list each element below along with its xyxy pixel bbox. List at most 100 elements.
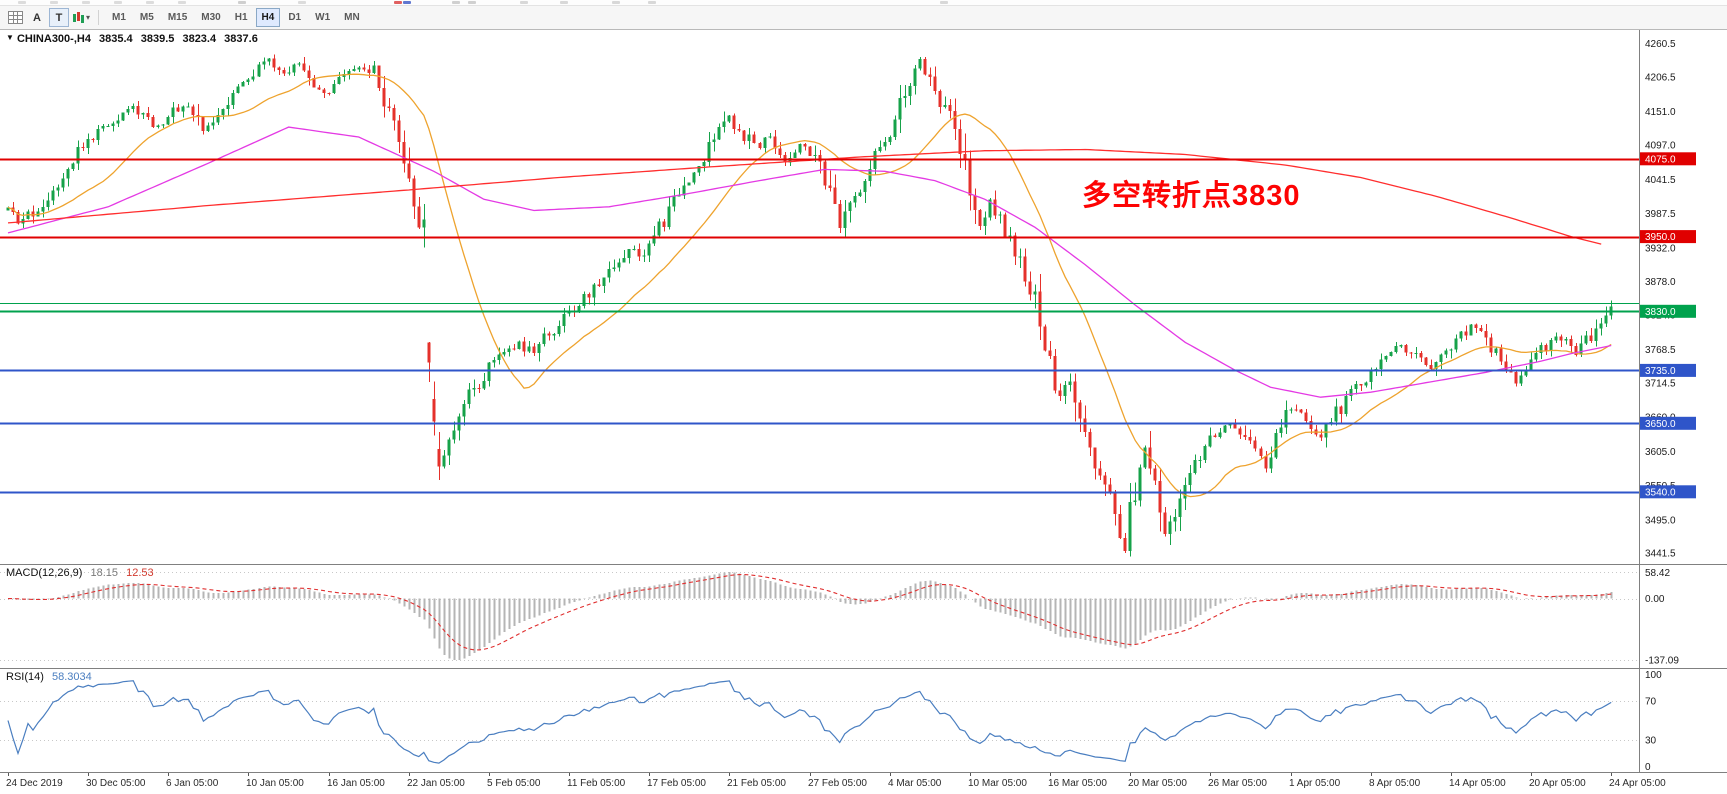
chart-title: ▼ CHINA300-,H4 3835.4 3839.5 3823.4 3837…: [6, 33, 258, 45]
chart-type-button[interactable]: ▾: [71, 8, 91, 27]
rsi-line: [7, 680, 1612, 764]
clipped-toolbar-fragment: [468, 1, 476, 4]
price-chart-canvas[interactable]: 4260.5 4206.5 4151.0 4097.0 4041.5 3987.5 3932…: [0, 30, 1727, 564]
clipped-toolbar-fragment: [50, 1, 58, 4]
letter-t-tool-icon: T: [55, 11, 63, 24]
clipped-upper-toolbar: [0, 0, 1727, 6]
price-tick-label: 4041.5: [1645, 175, 1676, 186]
time-label: 4 Mar 05:00: [888, 778, 942, 789]
time-label: 11 Feb 05:00: [567, 778, 626, 789]
timeframe-button-h4[interactable]: H4: [255, 8, 281, 27]
time-label: 24 Apr 05:00: [1609, 778, 1666, 789]
level-price-tag: [1640, 363, 1696, 377]
timeframe-button-m1[interactable]: M1: [112, 12, 126, 23]
price-axis[interactable]: 4260.5 4206.5 4151.0 4097.0 4041.5 3987.5 3932…: [1639, 30, 1697, 564]
chart-annotation: 多空转折点3830: [1082, 180, 1301, 212]
collapse-triangle-icon[interactable]: ▼: [6, 33, 14, 42]
time-tick: [8, 773, 9, 776]
time-label: 6 Jan 05:00: [166, 778, 219, 789]
ma-fast-orange: [7, 73, 1612, 498]
time-tick: [1371, 773, 1372, 776]
price-pane[interactable]: 4260.5 4206.5 4151.0 4097.0 4041.5 3987.5 3932…: [0, 30, 1727, 564]
rsi-canvas[interactable]: 100 70 30 0: [0, 669, 1727, 772]
time-label: 16 Mar 05:00: [1048, 778, 1107, 789]
text-tool-button[interactable]: T: [49, 8, 69, 27]
time-tick: [168, 773, 169, 776]
ohlc-close: 3837.6: [224, 33, 258, 45]
time-label: 10 Mar 05:00: [968, 778, 1027, 789]
chart-grid-button[interactable]: [5, 8, 25, 27]
macd-label: MACD(12,26,9) 18.15 12.53: [6, 567, 154, 579]
time-label: 20 Apr 05:00: [1529, 778, 1586, 789]
price-tick-label: 3714.5: [1645, 379, 1676, 390]
grid-icon: [7, 11, 23, 24]
macd-signal-value: 12.53: [126, 567, 154, 579]
time-tick: [970, 773, 971, 776]
macd-scale-label: 0.00: [1645, 594, 1665, 605]
price-tick-label: 3605.0: [1645, 447, 1676, 458]
price-tick-label: 3932.0: [1645, 243, 1676, 254]
timeframe-button-m30[interactable]: M30: [201, 12, 221, 23]
level-price-tag: [1640, 152, 1696, 166]
time-label: 26 Mar 05:00: [1208, 778, 1267, 789]
timeframe-button-m15[interactable]: M15: [167, 12, 188, 23]
ohlc-low: 3823.4: [182, 33, 217, 45]
rsi-scale-label: 100: [1645, 670, 1662, 681]
horizontal-levels[interactable]: [0, 158, 1639, 494]
price-tick-label: 3878.0: [1645, 277, 1676, 288]
timeframe-button-m5[interactable]: M5: [139, 12, 154, 23]
ohlc-open: 3835.4: [99, 33, 133, 45]
candlesticks: [6, 54, 1613, 557]
timeframe-button-h1[interactable]: H1: [234, 12, 248, 23]
price-tick-label: 3441.5: [1645, 549, 1676, 560]
timeframe-button-d1[interactable]: D1: [288, 12, 302, 23]
macd-name: MACD(12,26,9): [6, 567, 83, 579]
dropdown-caret-icon: ▾: [86, 13, 91, 22]
price-tick-label: 3987.5: [1645, 209, 1676, 220]
level-price-tag-label: 3540.0: [1645, 487, 1676, 498]
clipped-toolbar-fragment: [238, 1, 246, 4]
level-price-tag-label: 3650.0: [1645, 419, 1676, 430]
clipped-toolbar-fragment: [403, 1, 411, 4]
price-tick-label: 3768.5: [1645, 345, 1676, 356]
clipped-toolbar-fragment: [394, 1, 402, 4]
level-price-tag: [1640, 230, 1696, 244]
time-label: 8 Apr 05:00: [1369, 778, 1421, 789]
time-label: 27 Feb 05:00: [808, 778, 867, 789]
rsi-label: RSI(14) 58.3034: [6, 671, 92, 683]
time-tick: [649, 773, 650, 776]
toolbar-separator: [98, 10, 100, 25]
timeframe-button-w1[interactable]: W1: [315, 12, 331, 23]
price-tick-label: 4097.0: [1645, 141, 1676, 152]
time-label: 10 Jan 05:00: [246, 778, 304, 789]
time-tick: [1451, 773, 1452, 776]
clipped-toolbar-fragment: [298, 1, 306, 4]
timeframe-button-mn[interactable]: MN: [344, 12, 360, 23]
level-price-tag-label: 3830.0: [1645, 307, 1676, 318]
time-label: 17 Feb 05:00: [647, 778, 706, 789]
macd-pane[interactable]: 58.42 0.00 -137.09 MACD(12,26,9) 18.15 12.…: [0, 564, 1727, 668]
ma-slow-red: [7, 148, 1602, 245]
macd-scale-label: 58.42: [1645, 568, 1670, 579]
time-axis[interactable]: 24 Dec 2019 30 Dec 05:00 6 Jan 05:00 10 Jan…: [0, 772, 1727, 794]
macd-scale-label: -137.09: [1645, 656, 1679, 667]
time-label: 5 Feb 05:00: [487, 778, 541, 789]
clipped-toolbar-fragment: [560, 1, 568, 4]
time-tick: [1291, 773, 1292, 776]
rsi-pane[interactable]: 100 70 30 0 RSI(14) 58.3034: [0, 668, 1727, 772]
time-tick: [810, 773, 811, 776]
clipped-toolbar-fragment: [146, 1, 154, 4]
time-tick: [248, 773, 249, 776]
clipped-toolbar-fragment: [648, 1, 656, 4]
time-tick: [409, 773, 410, 776]
letter-a-tool-icon: A: [33, 11, 41, 24]
clipped-toolbar-fragment: [452, 1, 460, 4]
time-tick: [1611, 773, 1612, 776]
macd-canvas[interactable]: 58.42 0.00 -137.09: [0, 565, 1727, 668]
cursor-tool-button[interactable]: A: [27, 8, 47, 27]
time-tick: [1050, 773, 1051, 776]
clipped-toolbar-fragment: [18, 1, 26, 4]
timeframe-group: M1 M5 M15 M30 H1 H4 D1 W1 MN: [105, 8, 367, 27]
time-tick: [329, 773, 330, 776]
price-tick-label: 4260.5: [1645, 39, 1676, 50]
